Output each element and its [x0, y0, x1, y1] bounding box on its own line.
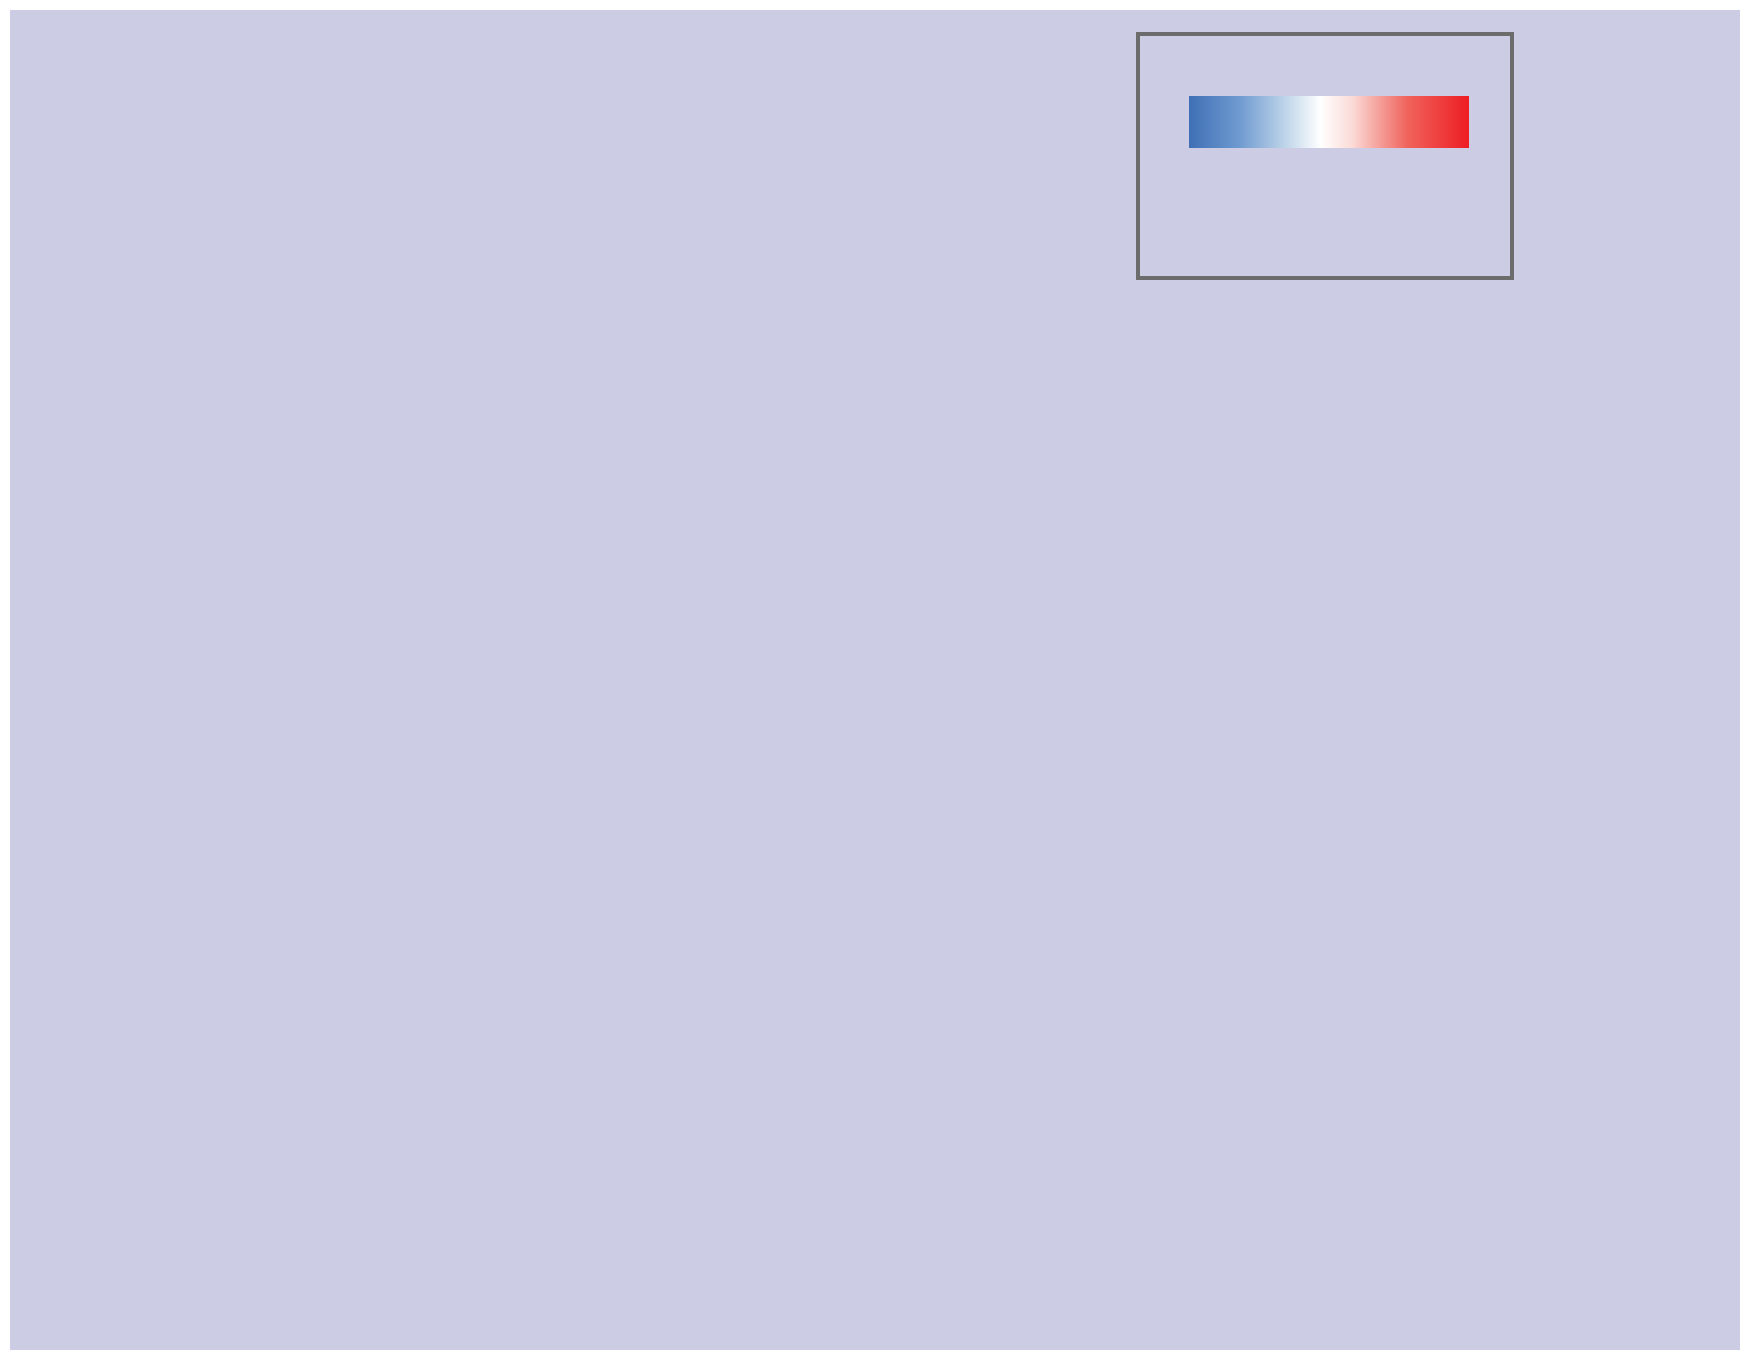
network-canvas [10, 10, 1740, 1350]
legend-box [1136, 32, 1514, 280]
legend-color-bar [1189, 96, 1469, 148]
